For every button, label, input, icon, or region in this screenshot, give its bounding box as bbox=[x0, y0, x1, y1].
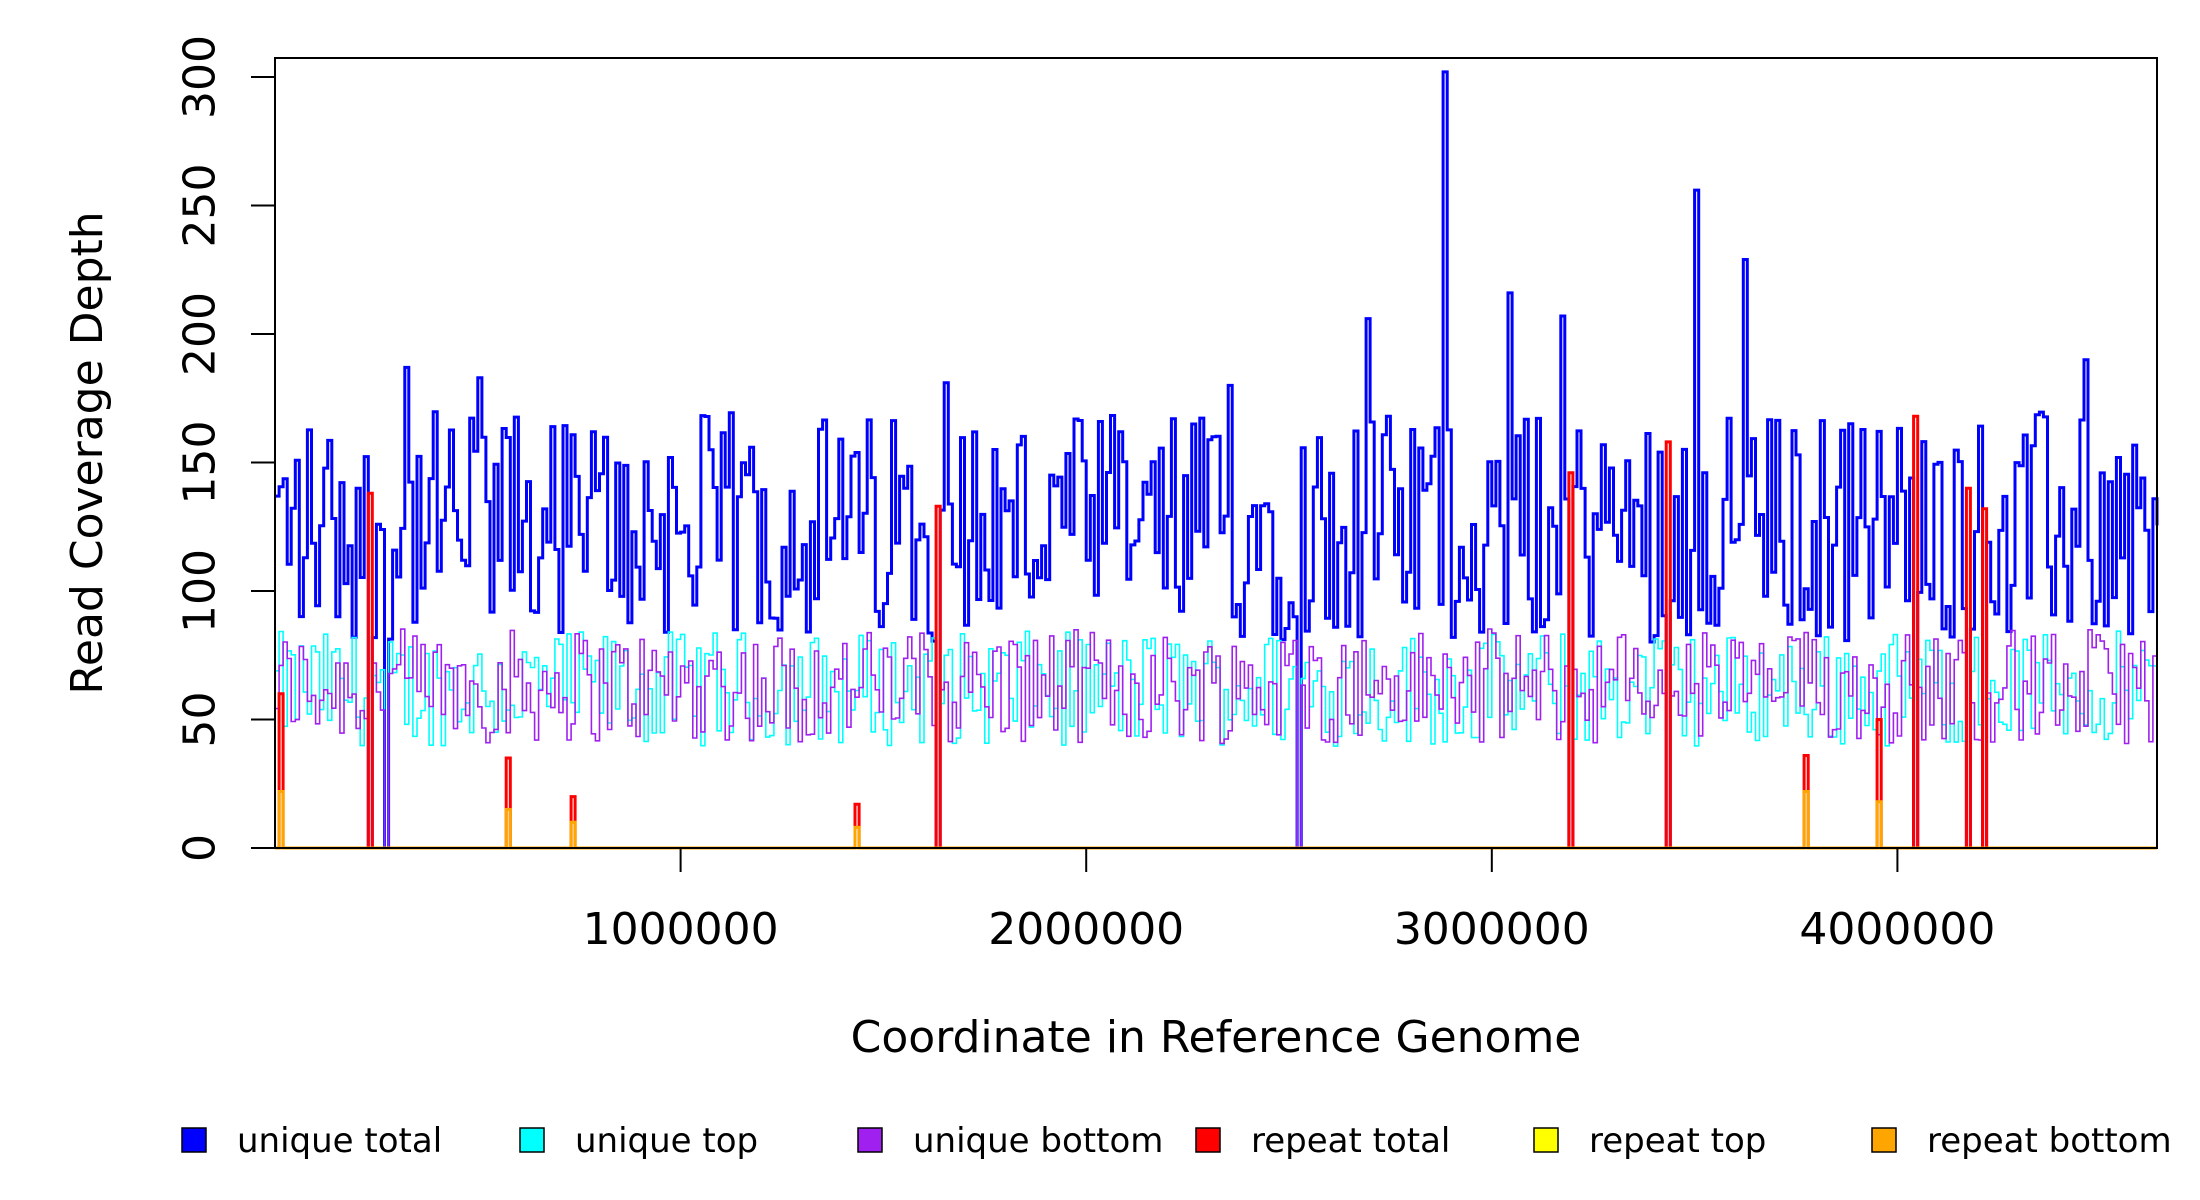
y-axis-title: Read Coverage Depth bbox=[62, 211, 113, 694]
series-repeat-bottom bbox=[275, 790, 2157, 850]
legend-swatch bbox=[519, 1127, 545, 1153]
series-unique-total bbox=[275, 70, 2159, 850]
x-tick-label: 4000000 bbox=[1799, 904, 1995, 955]
legend-item: unique top bbox=[519, 1121, 758, 1161]
y-tick-label: 150 bbox=[175, 421, 226, 505]
legend-swatch bbox=[857, 1127, 883, 1153]
legend-item: unique bottom bbox=[857, 1121, 1163, 1161]
x-tick-label: 1000000 bbox=[583, 904, 779, 955]
y-tick-label: 250 bbox=[175, 164, 226, 248]
legend-item: repeat top bbox=[1533, 1121, 1766, 1161]
axis-layer: 0 50 100 150 200 250 300 1000000 2000000 3000000 4… bbox=[175, 35, 1996, 955]
legend-label: repeat top bbox=[1589, 1121, 1766, 1161]
y-tick-label: 200 bbox=[175, 292, 226, 376]
series-repeat-total bbox=[275, 414, 2157, 850]
legend-label: unique top bbox=[575, 1121, 758, 1161]
legend-label: repeat bottom bbox=[1927, 1121, 2172, 1161]
legend-label: repeat total bbox=[1251, 1121, 1450, 1161]
y-tick-label: 50 bbox=[175, 692, 226, 748]
legend-label: unique total bbox=[237, 1121, 442, 1161]
y-tick-label: 100 bbox=[175, 549, 226, 633]
legend-swatch bbox=[1195, 1127, 1221, 1153]
legend-label: unique bottom bbox=[913, 1121, 1163, 1161]
legend-item: repeat total bbox=[1195, 1121, 1450, 1161]
x-tick-label: 2000000 bbox=[988, 904, 1184, 955]
legend-swatch bbox=[1533, 1127, 1559, 1153]
y-tick-label: 0 bbox=[175, 834, 226, 862]
x-axis-title: Coordinate in Reference Genome bbox=[851, 1012, 1582, 1063]
y-tick-label: 300 bbox=[175, 35, 226, 119]
series-layer bbox=[275, 70, 2159, 850]
legend-swatch bbox=[1871, 1127, 1897, 1153]
legend-item: repeat bottom bbox=[1871, 1121, 2172, 1161]
x-tick-label: 3000000 bbox=[1394, 904, 1590, 955]
legend-item: unique total bbox=[181, 1121, 442, 1161]
legend-swatch bbox=[181, 1127, 207, 1153]
series-unique-bottom bbox=[275, 628, 2158, 849]
plot-frame bbox=[274, 57, 2158, 849]
legend: unique total unique top unique bottom repea… bbox=[181, 1121, 2172, 1161]
